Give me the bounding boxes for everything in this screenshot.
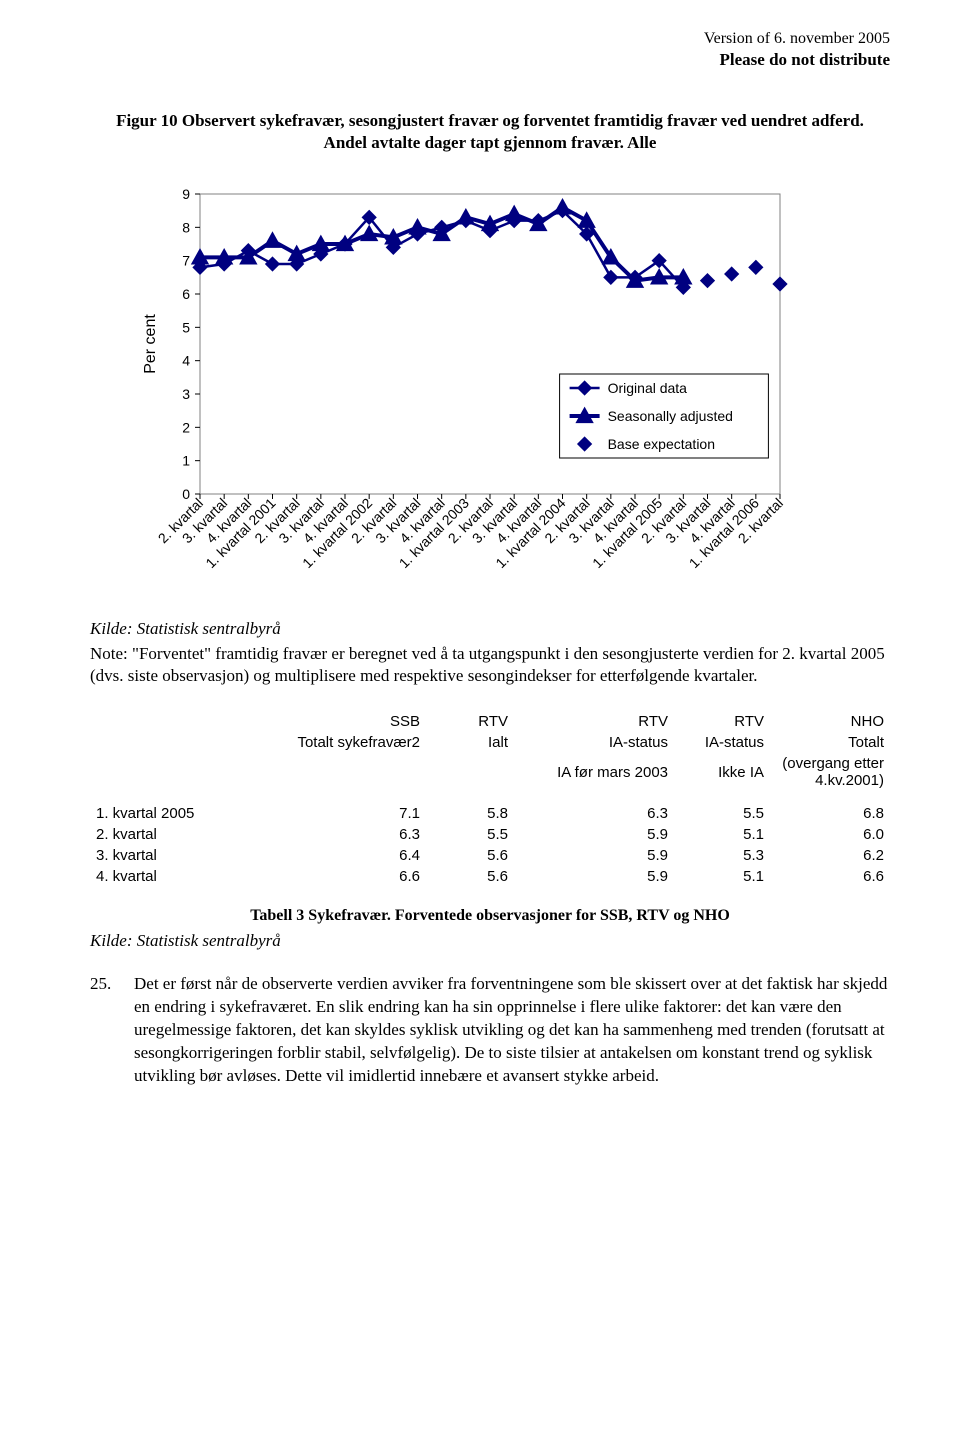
table-header-cell: SSB	[250, 711, 426, 732]
svg-text:Original data: Original data	[608, 380, 688, 396]
svg-text:Base expectation: Base expectation	[608, 436, 715, 452]
figure-caption: Figur 10 Observert sykefravær, sesongjus…	[110, 110, 870, 154]
body-paragraph: 25. Det er først når de observerte verdi…	[90, 973, 890, 1088]
table-cell: 6.3	[514, 803, 674, 824]
table-cell: 5.9	[514, 824, 674, 845]
svg-text:2: 2	[182, 420, 190, 436]
table-cell: 3. kvartal	[90, 845, 250, 866]
table-cell: 5.9	[514, 866, 674, 887]
chart-container: 01234567892. kvartal3. kvartal4. kvartal…	[130, 174, 890, 609]
table-cell: 5.3	[674, 845, 770, 866]
table-header-cell	[90, 711, 250, 732]
table-cell: 2. kvartal	[90, 824, 250, 845]
table-header-cell: RTV	[514, 711, 674, 732]
figure-note: Note: "Forventet" framtidig fravær er be…	[90, 643, 890, 687]
svg-text:9: 9	[182, 186, 190, 202]
version-line: Version of 6. november 2005	[90, 30, 890, 48]
table-cell: 5.1	[674, 866, 770, 887]
table-header-cell	[90, 753, 250, 791]
table-header-cell: IA-status	[674, 732, 770, 753]
svg-text:3: 3	[182, 386, 190, 402]
table-header-cell: Totalt sykefravær2	[250, 732, 426, 753]
table-caption: Tabell 3 Sykefravær. Forventede observas…	[90, 907, 890, 925]
svg-text:7: 7	[182, 253, 190, 269]
paragraph-number: 25.	[90, 973, 134, 1088]
table-cell: 6.6	[770, 866, 890, 887]
figure-source: Kilde: Statistisk sentralbyrå	[90, 619, 890, 639]
svg-text:Seasonally adjusted: Seasonally adjusted	[608, 408, 733, 424]
svg-text:1: 1	[182, 453, 190, 469]
line-chart: 01234567892. kvartal3. kvartal4. kvartal…	[130, 174, 810, 604]
data-table: SSBRTVRTVRTVNHOTotalt sykefravær2IaltIA-…	[90, 711, 890, 887]
table-header-cell: RTV	[674, 711, 770, 732]
svg-text:Per cent: Per cent	[142, 314, 159, 374]
table-source: Kilde: Statistisk sentralbyrå	[90, 931, 890, 951]
paragraph-text: Det er først når de observerte verdien a…	[134, 973, 890, 1088]
table-header-cell	[250, 753, 426, 791]
svg-text:5: 5	[182, 320, 190, 336]
table-cell: 5.1	[674, 824, 770, 845]
table-header-cell: Totalt	[770, 732, 890, 753]
table-cell: 6.4	[250, 845, 426, 866]
table-cell: 5.6	[426, 866, 514, 887]
table-cell: 4. kvartal	[90, 866, 250, 887]
table-header-cell: Ialt	[426, 732, 514, 753]
svg-text:6: 6	[182, 286, 190, 302]
table-header-cell: NHO	[770, 711, 890, 732]
table-cell: 6.0	[770, 824, 890, 845]
table-header-cell: RTV	[426, 711, 514, 732]
svg-text:4: 4	[182, 353, 190, 369]
table-header-cell: Ikke IA	[674, 753, 770, 791]
svg-text:8: 8	[182, 220, 190, 236]
table-cell: 1. kvartal 2005	[90, 803, 250, 824]
table-cell: 5.6	[426, 845, 514, 866]
table-cell: 5.8	[426, 803, 514, 824]
table-header-cell	[426, 753, 514, 791]
table-header-cell: IA-status	[514, 732, 674, 753]
table-cell: 6.3	[250, 824, 426, 845]
header: Version of 6. november 2005 Please do no…	[90, 30, 890, 70]
table-cell: 6.8	[770, 803, 890, 824]
table-cell: 5.5	[426, 824, 514, 845]
table-cell: 5.5	[674, 803, 770, 824]
distribute-line: Please do not distribute	[90, 50, 890, 70]
page: Version of 6. november 2005 Please do no…	[0, 0, 960, 1128]
table-header-cell	[90, 732, 250, 753]
table-header-cell: IA før mars 2003	[514, 753, 674, 791]
table-cell: 7.1	[250, 803, 426, 824]
table-cell: 6.6	[250, 866, 426, 887]
table-header-cell: (overgang etter4.kv.2001)	[770, 753, 890, 791]
table-cell: 6.2	[770, 845, 890, 866]
table-cell: 5.9	[514, 845, 674, 866]
